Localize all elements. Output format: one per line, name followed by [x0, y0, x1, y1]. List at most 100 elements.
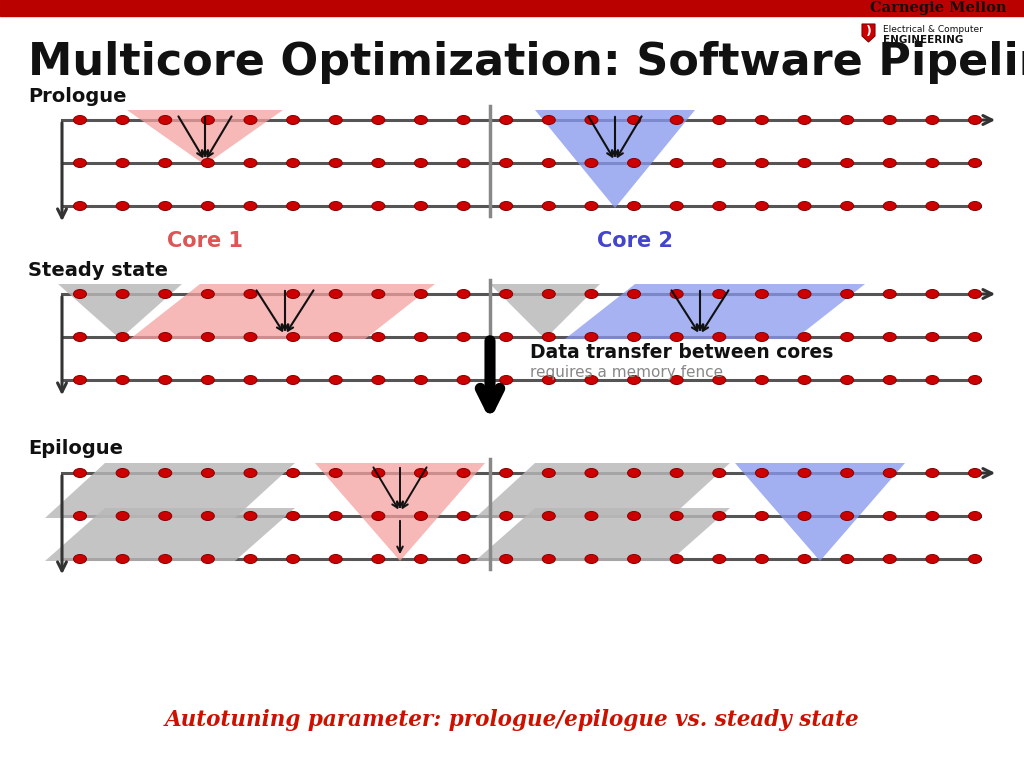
Ellipse shape — [628, 333, 641, 342]
Ellipse shape — [500, 511, 513, 521]
Ellipse shape — [159, 554, 172, 564]
Text: ): ) — [865, 25, 871, 38]
Ellipse shape — [244, 511, 257, 521]
Ellipse shape — [415, 290, 427, 299]
Ellipse shape — [798, 511, 811, 521]
Ellipse shape — [884, 201, 896, 210]
Ellipse shape — [585, 290, 598, 299]
Ellipse shape — [287, 115, 300, 124]
Ellipse shape — [543, 333, 555, 342]
Text: ENGINEERING: ENGINEERING — [883, 35, 964, 45]
Ellipse shape — [841, 115, 854, 124]
Ellipse shape — [202, 333, 214, 342]
Ellipse shape — [969, 468, 981, 478]
Ellipse shape — [628, 554, 641, 564]
Text: Autotuning parameter: prologue/epilogue vs. steady state: Autotuning parameter: prologue/epilogue … — [165, 709, 859, 731]
Polygon shape — [127, 110, 283, 165]
Ellipse shape — [329, 115, 342, 124]
Ellipse shape — [585, 468, 598, 478]
Ellipse shape — [585, 333, 598, 342]
Polygon shape — [535, 110, 695, 208]
Ellipse shape — [884, 468, 896, 478]
Ellipse shape — [884, 158, 896, 167]
Ellipse shape — [159, 158, 172, 167]
Ellipse shape — [841, 158, 854, 167]
Ellipse shape — [756, 115, 768, 124]
Ellipse shape — [926, 376, 939, 385]
Ellipse shape — [543, 376, 555, 385]
Ellipse shape — [457, 290, 470, 299]
Ellipse shape — [457, 115, 470, 124]
Ellipse shape — [884, 376, 896, 385]
Ellipse shape — [202, 468, 214, 478]
Ellipse shape — [670, 468, 683, 478]
Ellipse shape — [415, 158, 427, 167]
Text: Prologue: Prologue — [28, 87, 127, 105]
Ellipse shape — [756, 554, 768, 564]
Ellipse shape — [884, 115, 896, 124]
Ellipse shape — [543, 158, 555, 167]
Ellipse shape — [798, 468, 811, 478]
Ellipse shape — [244, 554, 257, 564]
Ellipse shape — [415, 376, 427, 385]
Ellipse shape — [372, 290, 385, 299]
Ellipse shape — [372, 115, 385, 124]
Ellipse shape — [457, 511, 470, 521]
Ellipse shape — [670, 290, 683, 299]
Ellipse shape — [756, 290, 768, 299]
Bar — [0, 0, 1024, 16]
Ellipse shape — [756, 333, 768, 342]
Ellipse shape — [798, 554, 811, 564]
Ellipse shape — [202, 115, 214, 124]
Ellipse shape — [585, 511, 598, 521]
Ellipse shape — [159, 115, 172, 124]
Ellipse shape — [926, 468, 939, 478]
Ellipse shape — [202, 511, 214, 521]
Ellipse shape — [841, 511, 854, 521]
Ellipse shape — [287, 290, 300, 299]
Ellipse shape — [926, 333, 939, 342]
Polygon shape — [58, 284, 182, 339]
Ellipse shape — [628, 290, 641, 299]
Ellipse shape — [713, 333, 726, 342]
Ellipse shape — [543, 115, 555, 124]
Ellipse shape — [670, 376, 683, 385]
Ellipse shape — [244, 158, 257, 167]
Ellipse shape — [884, 511, 896, 521]
Ellipse shape — [756, 511, 768, 521]
Polygon shape — [565, 284, 865, 339]
Ellipse shape — [244, 115, 257, 124]
Ellipse shape — [116, 511, 129, 521]
Ellipse shape — [372, 468, 385, 478]
Ellipse shape — [372, 158, 385, 167]
Polygon shape — [735, 463, 905, 561]
Ellipse shape — [74, 511, 86, 521]
Ellipse shape — [500, 201, 513, 210]
Polygon shape — [45, 463, 295, 518]
Ellipse shape — [116, 115, 129, 124]
Ellipse shape — [926, 290, 939, 299]
Ellipse shape — [798, 290, 811, 299]
Polygon shape — [490, 284, 600, 339]
Ellipse shape — [713, 201, 726, 210]
Ellipse shape — [74, 376, 86, 385]
Text: requires a memory fence: requires a memory fence — [530, 366, 723, 380]
Ellipse shape — [500, 554, 513, 564]
Ellipse shape — [287, 158, 300, 167]
Ellipse shape — [415, 201, 427, 210]
Ellipse shape — [585, 158, 598, 167]
Ellipse shape — [457, 201, 470, 210]
Ellipse shape — [500, 468, 513, 478]
Ellipse shape — [543, 554, 555, 564]
Ellipse shape — [969, 376, 981, 385]
Ellipse shape — [202, 554, 214, 564]
Ellipse shape — [713, 554, 726, 564]
Ellipse shape — [628, 511, 641, 521]
Ellipse shape — [500, 158, 513, 167]
Ellipse shape — [756, 468, 768, 478]
Ellipse shape — [74, 290, 86, 299]
Ellipse shape — [585, 376, 598, 385]
Ellipse shape — [329, 511, 342, 521]
Ellipse shape — [969, 290, 981, 299]
Polygon shape — [130, 284, 435, 339]
